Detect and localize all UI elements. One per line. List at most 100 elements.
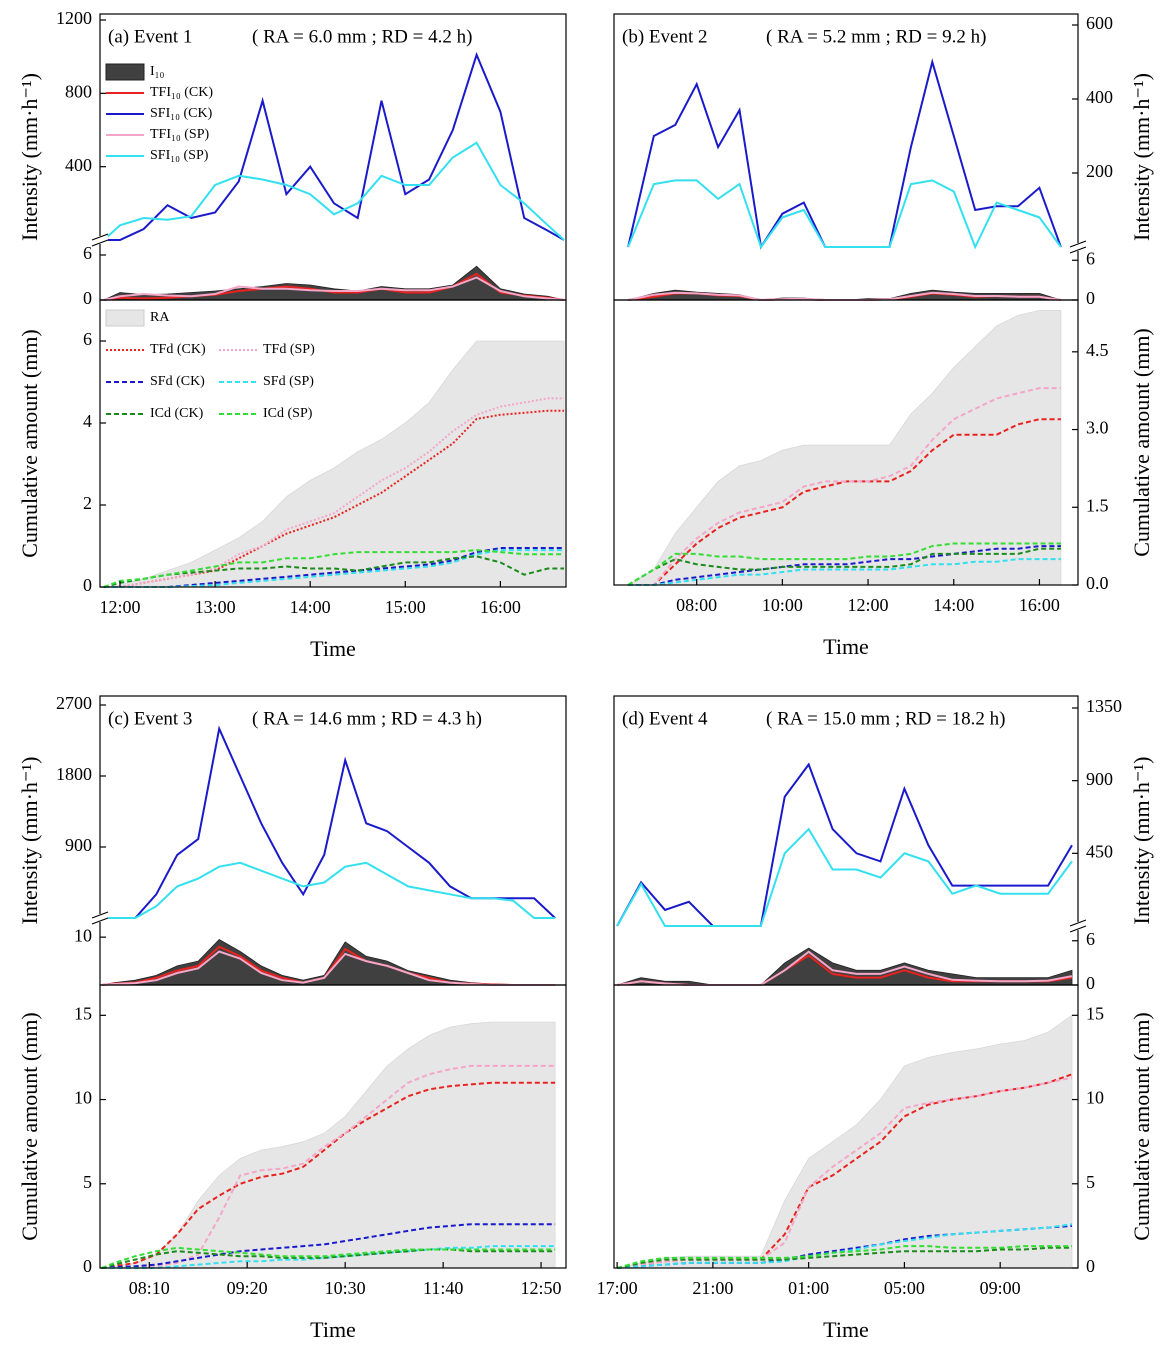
y-tick-label: 2	[83, 493, 92, 513]
panel-title: (a) Event 1	[108, 26, 192, 47]
axis-break-gap	[1070, 922, 1086, 930]
x-tick-label: 09:00	[980, 1278, 1021, 1298]
plot-frame	[99, 695, 567, 986]
axis-break	[1069, 925, 1087, 933]
x-tick-label: 09:20	[227, 1278, 268, 1298]
x-tick-label: 10:00	[762, 595, 803, 615]
axis-break	[91, 239, 109, 247]
panel-title: (d) Event 4	[622, 708, 708, 729]
y-tick-label: 15	[1086, 1003, 1104, 1023]
y-tick-label: 6	[1086, 248, 1095, 268]
y-tick-label: 600	[1086, 13, 1113, 33]
x-tick-label: 12:50	[521, 1278, 562, 1298]
legend-label: ICd (CK)	[150, 406, 204, 421]
x-tick-label: 16:00	[480, 597, 521, 617]
line	[103, 276, 565, 301]
legend-label: TFd (CK)	[150, 342, 206, 357]
line	[616, 762, 1073, 927]
y-axis-label: Cumulative amount (mm)	[1129, 1012, 1154, 1241]
line	[101, 1223, 556, 1269]
legend-label: I₁₀	[150, 64, 165, 79]
y-tick-label: 0	[1086, 973, 1095, 993]
y-tick-label: 800	[65, 81, 92, 101]
y-tick-label: 0	[83, 1256, 92, 1276]
plot-frame	[613, 695, 1079, 986]
panel-annotation: ( RA = 5.2 mm ; RD = 9.2 h)	[766, 26, 986, 47]
axis-break	[1069, 246, 1087, 254]
plot-frame	[99, 299, 567, 588]
axis-break	[91, 911, 109, 919]
line	[101, 1064, 556, 1269]
axis-break	[1069, 919, 1087, 927]
y-tick-label: 5	[83, 1172, 92, 1192]
x-tick-label: 16:00	[1019, 595, 1060, 615]
legend-label: TFI₁₀ (CK)	[150, 85, 213, 100]
plot-frame	[613, 984, 1079, 1269]
y-tick-label: 0	[1086, 288, 1095, 308]
x-tick-label: 08:10	[129, 1278, 170, 1298]
line	[101, 1246, 556, 1269]
y-tick-label: 5	[1086, 1172, 1095, 1192]
area	[103, 265, 565, 301]
area	[103, 340, 565, 588]
legend-label: TFd (SP)	[263, 342, 315, 357]
line	[627, 542, 1061, 586]
legend-label: TFI₁₀ (SP)	[150, 127, 209, 142]
line	[103, 549, 565, 588]
panel-title: (b) Event 2	[622, 26, 707, 47]
line	[101, 1245, 556, 1269]
line	[616, 827, 1073, 927]
legend-label: SFd (CK)	[150, 374, 205, 389]
y-tick-label: 4	[83, 411, 92, 431]
line	[103, 141, 565, 241]
y-tick-label: 6	[83, 243, 92, 263]
line	[101, 1248, 556, 1269]
y-axis-label: Cumulative amount (mm)	[17, 329, 42, 558]
y-tick-label: 1800	[56, 764, 92, 784]
panel-annotation: ( RA = 6.0 mm ; RD = 4.2 h)	[252, 26, 472, 47]
line	[616, 1245, 1072, 1269]
y-tick-label: 1200	[56, 8, 92, 28]
plot-frame	[99, 984, 567, 1269]
y-tick-label: 400	[1086, 87, 1113, 107]
legend-label: ICd (SP)	[263, 406, 313, 421]
y-tick-label: 1.5	[1086, 495, 1109, 515]
legend-swatch	[105, 63, 145, 81]
axis-break-gap	[1070, 243, 1086, 251]
y-tick-label: 0	[1086, 1256, 1095, 1276]
axis-break	[1069, 240, 1087, 248]
panel-title: (c) Event 3	[108, 708, 192, 729]
line	[103, 51, 565, 241]
axis-break	[91, 233, 109, 241]
x-tick-label: 13:00	[195, 597, 236, 617]
area	[617, 1014, 1073, 1269]
y-axis-label: Cumulative amount (mm)	[1129, 328, 1154, 557]
x-tick-label: 05:00	[884, 1278, 925, 1298]
x-tick-label: 14:00	[933, 595, 974, 615]
x-tick-label: 12:00	[99, 597, 140, 617]
line	[628, 558, 1061, 586]
line	[628, 387, 1061, 586]
plot-frame	[613, 13, 1079, 301]
axis-break	[91, 917, 109, 925]
x-tick-label: 15:00	[385, 597, 426, 617]
legend-label: SFI₁₀ (CK)	[150, 106, 213, 121]
y-tick-label: 0	[83, 288, 92, 308]
legend-label: SFI₁₀ (SP)	[150, 148, 209, 163]
y-tick-label: 900	[65, 835, 92, 855]
y-tick-label: 400	[65, 155, 92, 175]
y-tick-label: 1350	[1086, 696, 1122, 716]
line	[628, 545, 1061, 586]
panel-annotation: ( RA = 15.0 mm ; RD = 18.2 h)	[766, 708, 1005, 729]
line	[101, 725, 556, 919]
line	[628, 418, 1061, 586]
x-tick-label: 08:00	[676, 595, 717, 615]
line	[103, 397, 565, 588]
x-tick-label: 17:00	[597, 1278, 638, 1298]
line	[616, 1246, 1072, 1269]
y-tick-label: 3.0	[1086, 418, 1109, 438]
x-tick-label: 01:00	[788, 1278, 829, 1298]
x-tick-label: 21:00	[692, 1278, 733, 1298]
